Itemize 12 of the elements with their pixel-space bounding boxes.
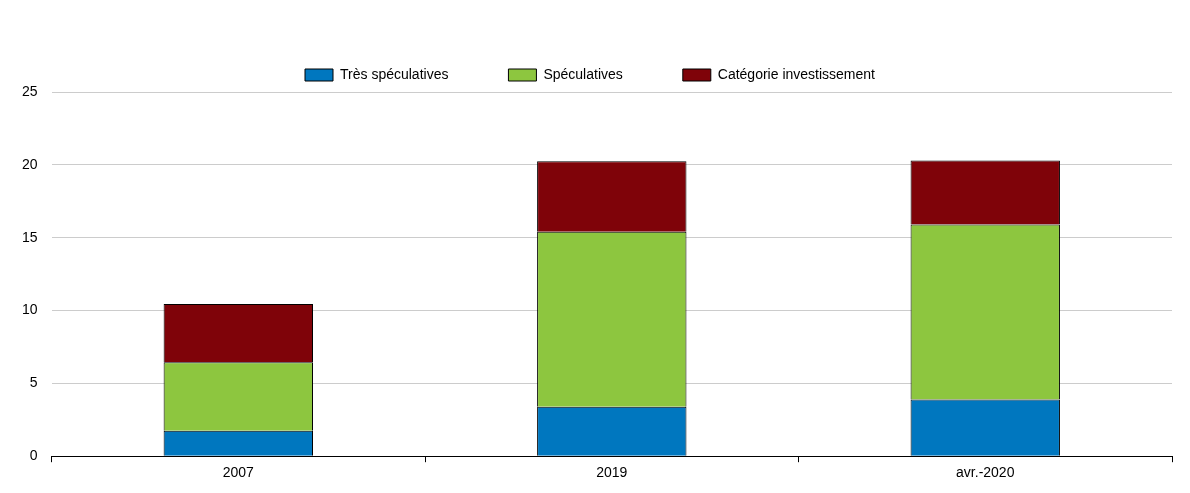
x-tick-label: 2019 [596,464,628,481]
legend-label: Catégorie investissement [717,65,876,82]
y-tick-label: 0 [29,447,38,464]
legend-label: Très spéculatives [340,65,449,82]
y-tick-label: 25 [21,82,38,99]
y-tick-label: 15 [21,228,38,245]
y-tick-label: 20 [21,155,38,172]
x-tick-label: 2007 [222,464,255,481]
legend-label: Spéculatives [543,65,623,82]
y-tick-label: 5 [29,374,38,391]
x-tick-label: avr.-2020 [956,464,1015,481]
y-tick-label: 10 [21,301,38,318]
